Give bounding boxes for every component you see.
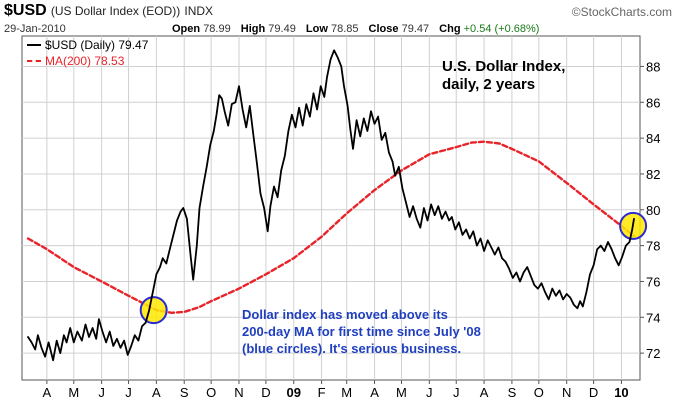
- x-tick-label: J: [453, 385, 460, 400]
- price-series: [27, 49, 635, 362]
- x-tick-label: J: [125, 385, 132, 400]
- x-tick-label: O: [206, 385, 216, 400]
- legend-label-ma: MA(200) 78.53: [45, 54, 125, 68]
- instrument-name: (US Dollar Index (EOD)): [50, 4, 181, 18]
- ohlc-readout: Open 78.99 High 79.49 Low 78.85 Close 79…: [172, 22, 546, 36]
- x-tick-label: N: [234, 385, 243, 400]
- x-tick-label: M: [68, 385, 79, 400]
- x-tick-label: A: [370, 385, 379, 400]
- x-tick-label: J: [426, 385, 433, 400]
- annotation-line-2: 200-day MA for first time since July '08: [242, 324, 481, 339]
- open-value: 78.99: [203, 23, 231, 35]
- brand-watermark[interactable]: ©StockCharts.com: [571, 5, 672, 19]
- x-axis-ticks: A M J J A S O N D 09 F M A M J J A S O N D 10: [43, 380, 629, 400]
- annotation-line-3: (blue circles). It's serious business.: [242, 341, 462, 356]
- x-tick-label: A: [480, 385, 489, 400]
- y-tick-label: 72: [646, 346, 660, 361]
- low-value: 78.85: [330, 23, 359, 35]
- chart-annotation: Dollar index has moved above its 200-day…: [242, 306, 524, 357]
- legend-swatch-ma: [27, 60, 41, 62]
- legend-label-price: $USD (Daily) 79.47: [45, 38, 149, 52]
- x-tick-label: M: [341, 385, 352, 400]
- x-tick-label: S: [180, 385, 189, 400]
- x-tick-label: D: [261, 385, 270, 400]
- grid-lines: [22, 36, 640, 380]
- change-value: +0.54 (+0.68%): [463, 23, 540, 35]
- y-tick-label: 88: [646, 59, 660, 74]
- annotation-line-1: Dollar index has moved above its: [242, 307, 448, 322]
- quote-date: 29-Jan-2010: [4, 23, 66, 35]
- low-readout: Low 78.85: [306, 23, 359, 35]
- legend-swatch-price: [27, 44, 41, 46]
- y-tick-label: 80: [646, 203, 660, 218]
- x-tick-label: S: [508, 385, 517, 400]
- y-tick-label: 78: [646, 239, 660, 254]
- change-label: Chg: [439, 23, 461, 35]
- y-axis-ticks: 72 74 76 78 80 82 84 86 88: [640, 59, 660, 361]
- y-tick-label: 82: [646, 167, 660, 182]
- exchange-label: INDX: [184, 4, 214, 18]
- change-readout: Chg +0.54 (+0.68%): [439, 23, 539, 35]
- x-tick-label: A: [43, 385, 52, 400]
- plot-area: [21, 35, 641, 381]
- y-tick-label: 76: [646, 274, 660, 289]
- x-tick-label: M: [396, 385, 407, 400]
- open-readout: Open 78.99: [172, 23, 231, 35]
- x-tick-label: D: [589, 385, 598, 400]
- y-tick-label: 86: [646, 95, 660, 110]
- highlight-circle: [139, 296, 168, 325]
- high-label: High: [240, 23, 266, 35]
- y-tick-label: 74: [646, 310, 660, 325]
- symbol-label: $USD: [4, 2, 47, 19]
- high-value: 79.49: [268, 23, 296, 35]
- chart-legend: $USD (Daily) 79.47 MA(200) 78.53: [27, 37, 148, 69]
- close-readout: Close 79.47: [369, 23, 430, 35]
- high-readout: High 79.49: [241, 23, 296, 35]
- close-label: Close: [368, 23, 399, 35]
- close-value: 79.47: [401, 23, 430, 35]
- x-tick-label: 10: [614, 385, 628, 400]
- price-line: [27, 49, 635, 362]
- x-tick-label: A: [152, 385, 161, 400]
- legend-item-price: $USD (Daily) 79.47: [27, 37, 148, 53]
- chart-title: U.S. Dollar Index, daily, 2 years: [442, 58, 602, 94]
- x-tick-label: 09: [287, 385, 301, 400]
- chart-title-line-1: U.S. Dollar Index,: [442, 58, 566, 75]
- chart-title-line-2: daily, 2 years: [442, 76, 536, 93]
- low-label: Low: [305, 23, 328, 35]
- chart-header-title: $USD (US Dollar Index (EOD)) INDX: [4, 2, 213, 20]
- legend-item-ma: MA(200) 78.53: [27, 53, 148, 69]
- x-tick-label: J: [98, 385, 105, 400]
- y-tick-label: 84: [646, 131, 660, 146]
- x-tick-label: O: [534, 385, 544, 400]
- x-tick-label: F: [318, 385, 326, 400]
- x-tick-label: N: [562, 385, 571, 400]
- open-label: Open: [172, 23, 201, 35]
